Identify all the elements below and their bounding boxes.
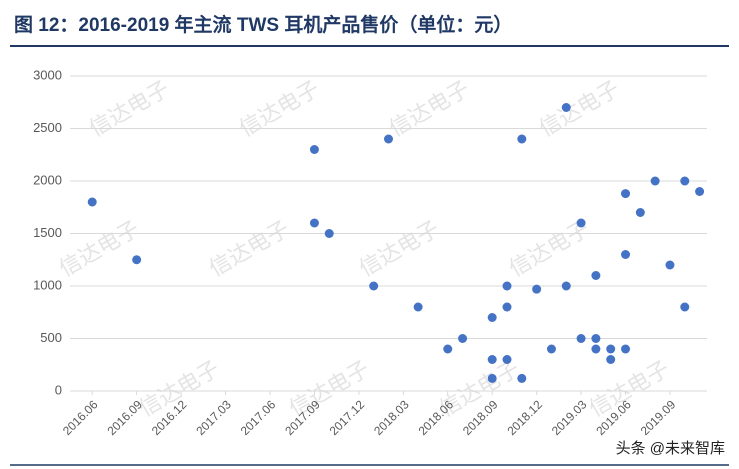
point bbox=[606, 344, 616, 354]
watermark: 信达电子 bbox=[235, 76, 324, 142]
y-tick-label: 500 bbox=[40, 330, 62, 345]
point bbox=[324, 229, 334, 238]
point bbox=[591, 334, 601, 343]
point bbox=[517, 134, 527, 144]
point bbox=[487, 355, 497, 364]
point bbox=[561, 281, 571, 291]
y-tick-label: 1000 bbox=[33, 277, 62, 292]
y-tick-label: 0 bbox=[55, 382, 62, 397]
point bbox=[132, 255, 142, 265]
point bbox=[532, 284, 542, 294]
point bbox=[576, 334, 586, 343]
chart-title: 图 12：2016-2019 年主流 TWS 耳机产品售价（单位：元） bbox=[14, 13, 512, 36]
point bbox=[502, 302, 512, 312]
source: 头条 @未来智库 bbox=[616, 439, 725, 457]
watermark: 信达电子 bbox=[355, 216, 444, 282]
point bbox=[546, 344, 556, 354]
y-tick-label: 1500 bbox=[33, 225, 62, 240]
point bbox=[665, 260, 675, 270]
point bbox=[680, 176, 690, 186]
point bbox=[502, 355, 512, 364]
y-tick-label: 2000 bbox=[33, 172, 62, 187]
watermark: 信达电子 bbox=[85, 76, 174, 142]
x-tick-label: 2019.03 bbox=[549, 397, 590, 438]
x-tick-label: 2017.03 bbox=[193, 397, 234, 438]
point bbox=[650, 176, 660, 186]
watermark: 信达电子 bbox=[535, 76, 624, 142]
point bbox=[309, 218, 319, 228]
y-tick-label: 2500 bbox=[33, 120, 62, 135]
watermark: 信达电子 bbox=[205, 216, 294, 282]
x-tick-label: 2018.12 bbox=[504, 397, 545, 438]
watermark: 信达电子 bbox=[385, 76, 474, 142]
point bbox=[413, 302, 423, 312]
point bbox=[369, 281, 379, 291]
watermark: 信达电子 bbox=[55, 216, 144, 282]
point bbox=[621, 250, 631, 259]
point bbox=[502, 281, 512, 291]
point bbox=[621, 344, 631, 354]
point bbox=[458, 334, 468, 343]
point bbox=[606, 355, 616, 364]
x-tick-label: 2017.12 bbox=[327, 397, 368, 438]
point bbox=[517, 373, 527, 383]
point bbox=[443, 344, 453, 354]
point bbox=[591, 271, 601, 280]
point bbox=[680, 302, 690, 312]
point bbox=[561, 103, 571, 112]
point bbox=[309, 145, 319, 154]
point bbox=[591, 344, 601, 354]
point bbox=[384, 134, 393, 144]
point bbox=[695, 187, 705, 196]
point bbox=[487, 373, 497, 383]
point bbox=[576, 218, 586, 228]
x-tick-label: 2016.06 bbox=[60, 397, 101, 438]
point bbox=[87, 197, 97, 207]
point bbox=[487, 313, 497, 322]
x-tick-label: 2018.03 bbox=[371, 397, 412, 438]
x-tick-label: 2017.06 bbox=[238, 397, 279, 438]
x-tick-label: 2016.09 bbox=[104, 397, 145, 438]
x-tick-label: 2019.09 bbox=[638, 397, 679, 438]
point bbox=[635, 208, 645, 217]
point bbox=[621, 189, 631, 199]
y-tick-label: 3000 bbox=[33, 67, 62, 82]
